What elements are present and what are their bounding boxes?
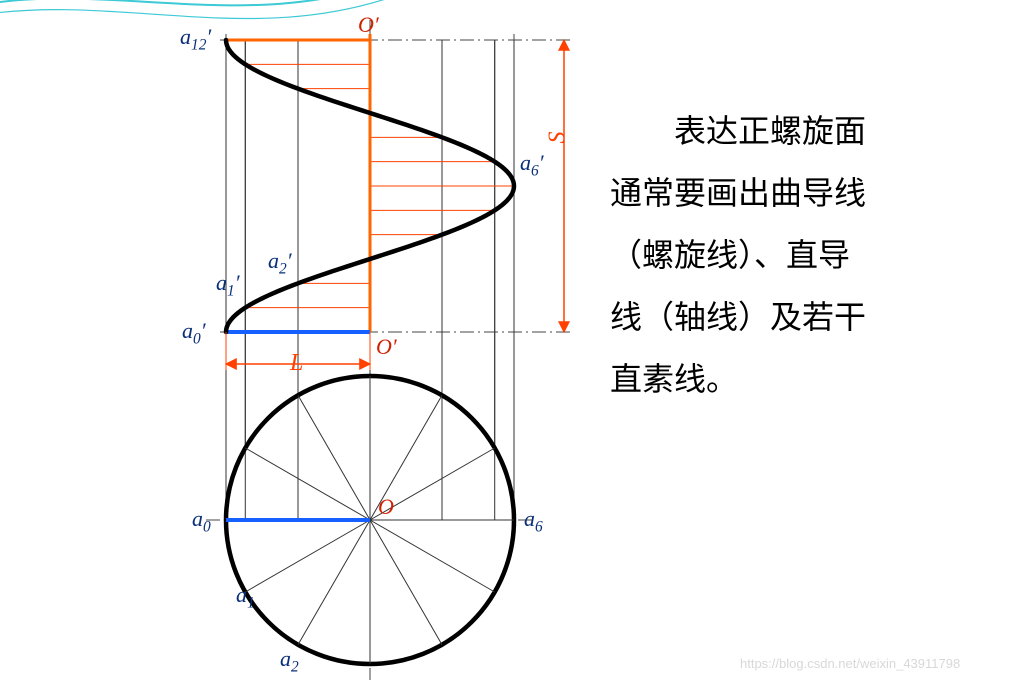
label-a6p: a6′ <box>520 150 544 180</box>
body-text-line: 直素线。 <box>610 348 866 410</box>
diagram-svg <box>0 0 1025 680</box>
label-O_top: O′ <box>358 12 379 38</box>
label-a0p: a0′ <box>182 318 206 348</box>
label-a1: a1 <box>236 582 255 612</box>
label-a2p: a2′ <box>268 248 292 278</box>
label-a12p: a12′ <box>180 24 211 54</box>
label-O_mid: O′ <box>376 334 397 360</box>
label-a1p: a1′ <box>216 270 240 300</box>
label-L: L <box>290 350 303 377</box>
body-text: 表达正螺旋面通常要画出曲导线（螺旋线）、直导线（轴线）及若干直素线。 <box>610 100 866 410</box>
label-O_circ: O <box>378 494 394 520</box>
body-text-line: 表达正螺旋面 <box>610 100 866 162</box>
label-a0: a0 <box>192 506 211 536</box>
label-a2: a2 <box>280 646 299 676</box>
body-text-line: （螺旋线）、直导 <box>610 224 866 286</box>
label-S: S <box>545 132 572 144</box>
body-text-line: 通常要画出曲导线 <box>610 162 866 224</box>
label-a6: a6 <box>524 506 543 536</box>
body-text-line: 线（轴线）及若干 <box>610 286 866 348</box>
watermark: https://blog.csdn.net/weixin_43911798 <box>740 656 960 671</box>
stage: O′ O′ Oa12′ a6′ a2′ a1′ a0′ a0 a1 a2 a6 L S 表达正螺旋面通常… <box>0 0 1025 680</box>
